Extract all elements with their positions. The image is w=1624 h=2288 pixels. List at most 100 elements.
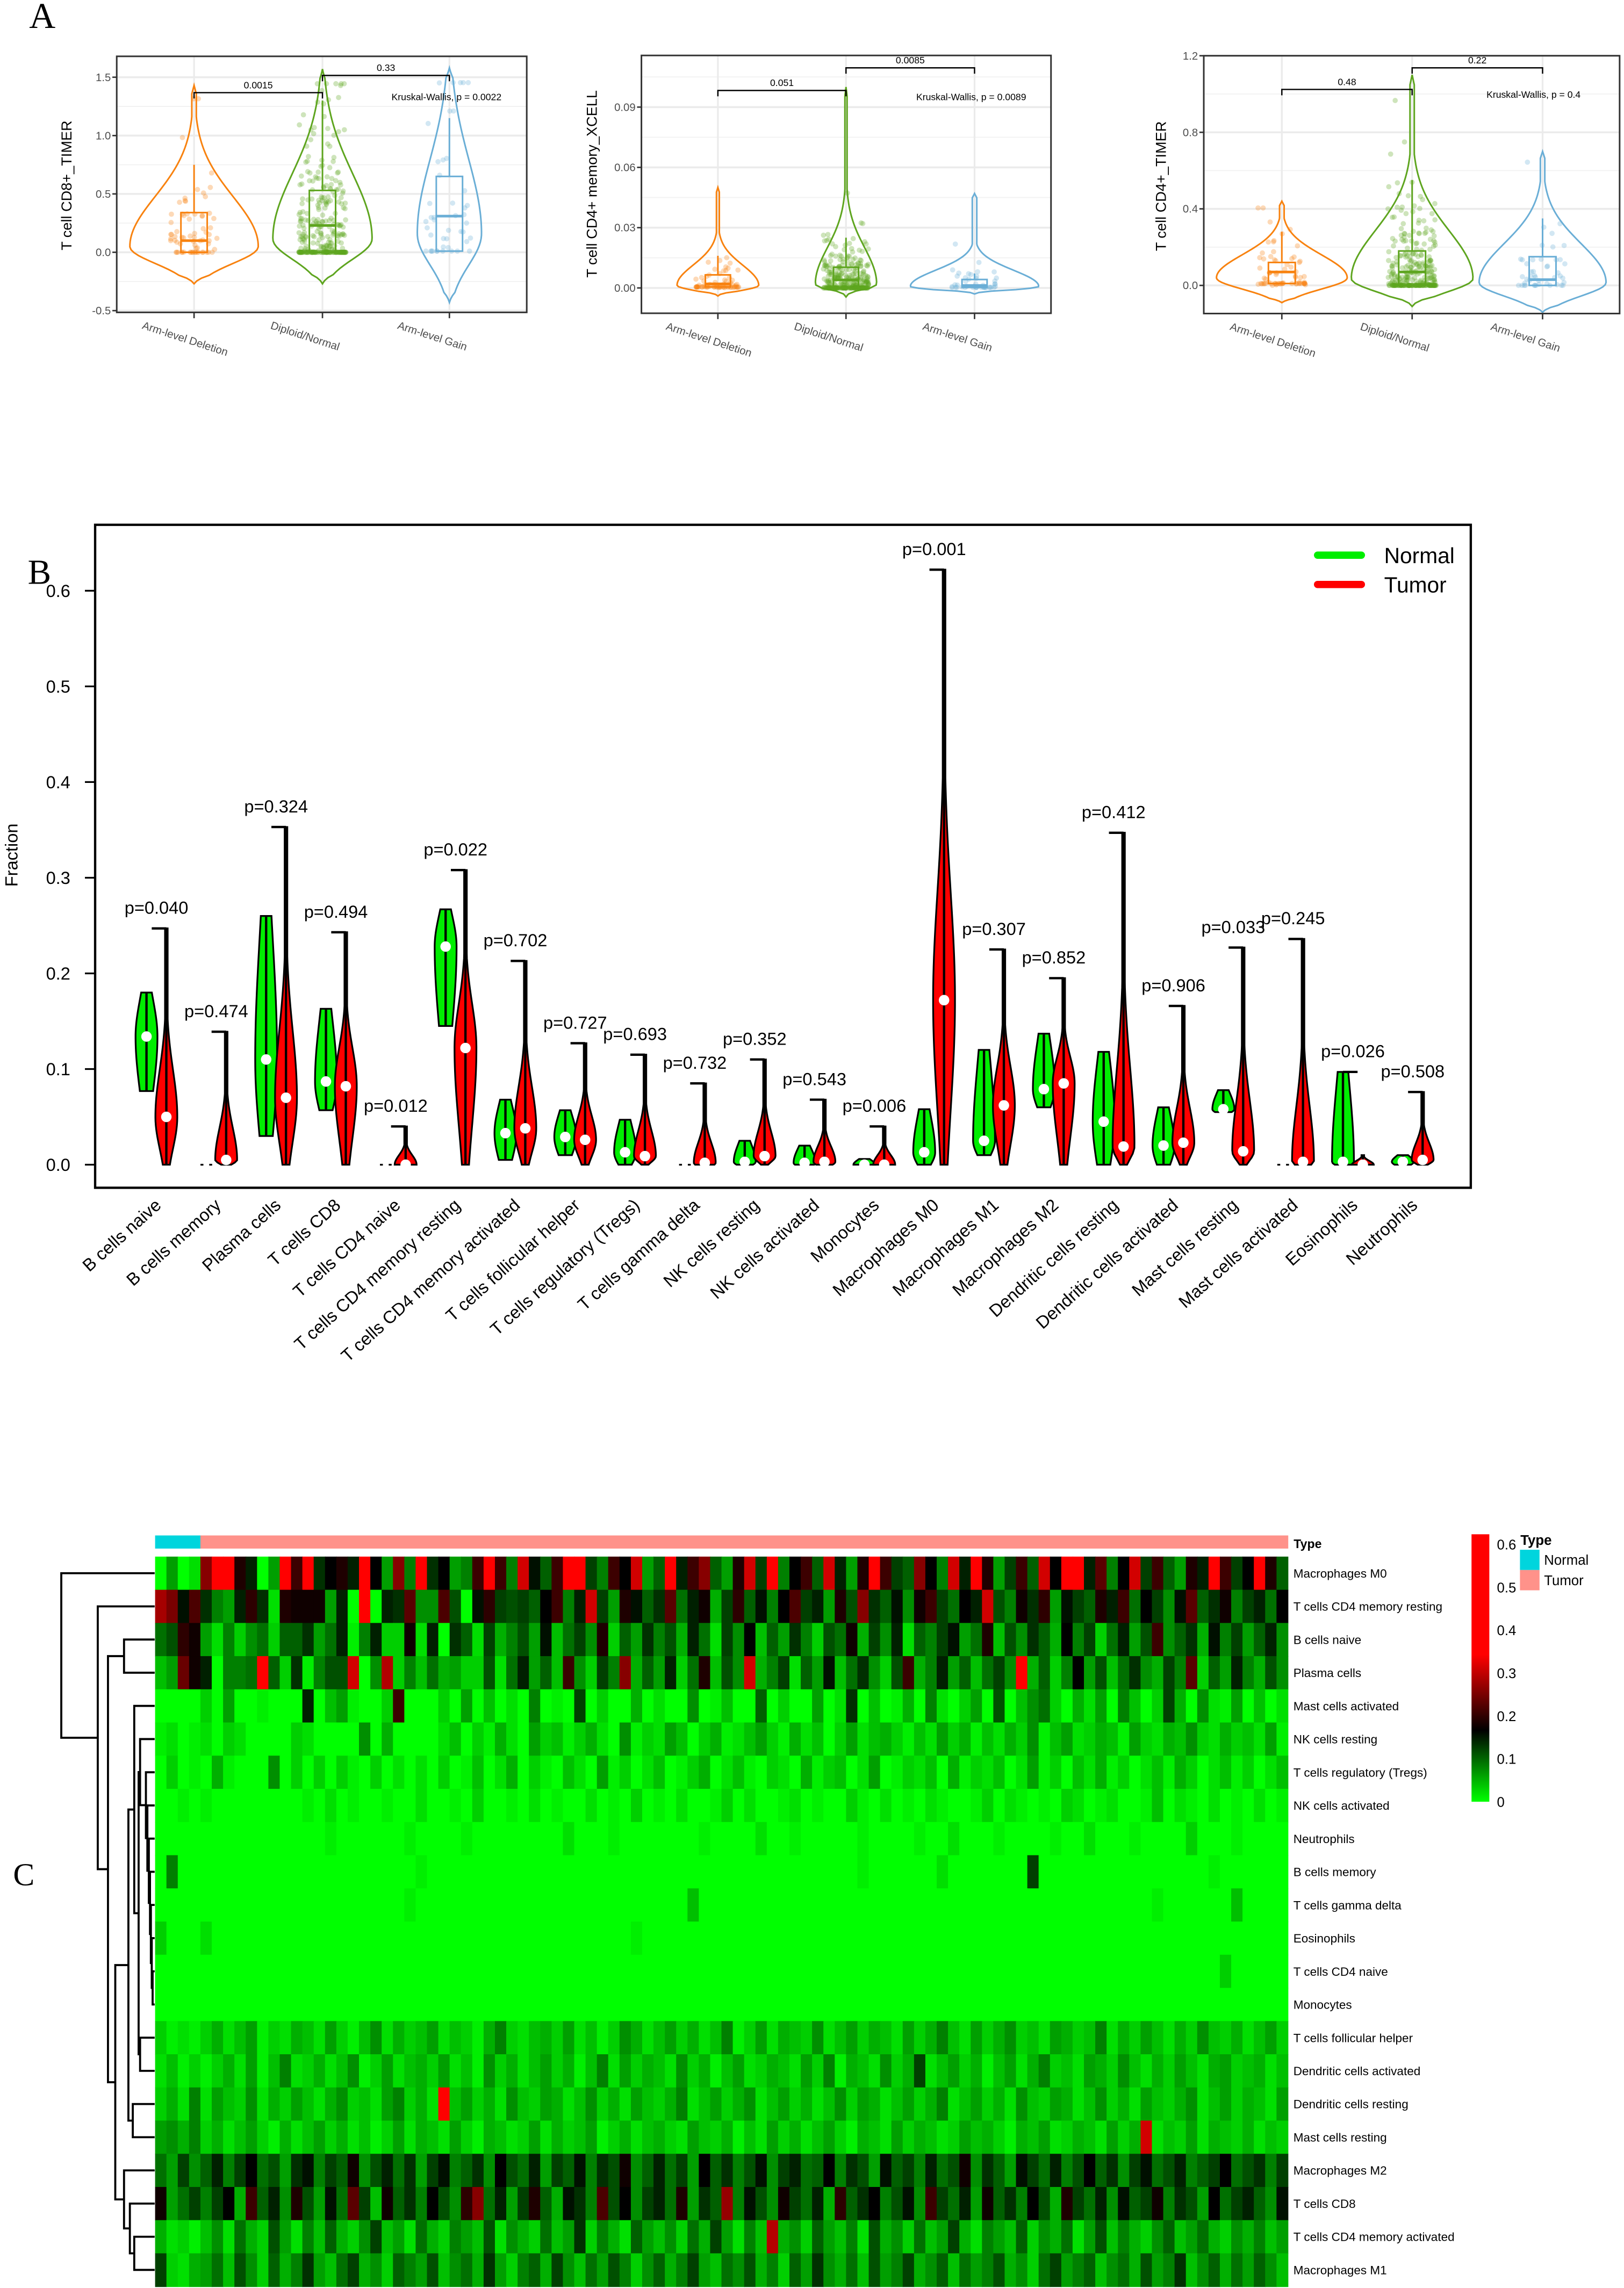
jitter-point [864,285,870,291]
heatmap-cell [1016,2186,1028,2221]
jitter-point [827,262,832,268]
y-tick-label: 0.00 [614,283,636,294]
heatmap-cell [619,1954,631,1989]
jitter-point [849,261,854,267]
jitter-point [169,211,174,217]
heatmap-cell [1152,1888,1164,1922]
jitter-point [336,249,342,255]
jitter-point [828,277,833,283]
heatmap-cell [506,1689,519,1723]
heatmap-cell [1208,1822,1220,1856]
heatmap-cell [370,1722,383,1757]
jitter-point [1406,275,1412,280]
jitter-point [1432,201,1438,206]
jitter-point [304,143,310,149]
jitter-point [865,280,871,286]
comparison-p-value: 0.0015 [244,80,273,90]
heatmap-cell [630,1755,643,1790]
heatmap-cell [223,1689,235,1723]
heatmap-cell [665,1623,677,1657]
jitter-point [1385,206,1391,212]
heatmap-cell [857,1755,870,1790]
jitter-point [203,194,209,199]
jitter-point [303,249,308,255]
jitter-point [1405,263,1411,268]
heatmap-cell [880,1954,892,1989]
heatmap-cell [585,1589,598,1624]
jitter-point [299,201,305,206]
heatmap-cell [891,1855,903,1889]
heatmap-cell [449,1922,462,1955]
jitter-point [1413,251,1418,257]
heatmap-cell [279,2186,292,2221]
heatmap-cell [846,1623,858,1657]
heatmap-cell [200,1589,212,1624]
type-annotation-label: Type [1294,1537,1321,1551]
jitter-point [1418,280,1424,286]
heatmap-row-label: Macrophages M0 [1294,1567,1387,1580]
heatmap-cell [472,2186,484,2221]
heatmap-cell [1118,2054,1130,2088]
jitter-point [310,240,316,246]
jitter-point [297,249,303,255]
heatmap-cell [721,2054,734,2088]
jitter-point [435,159,441,164]
jitter-point [175,249,181,255]
jitter-point [441,244,446,250]
heatmap-cell [1265,1656,1277,1690]
heatmap-cell [1050,1988,1062,2022]
heatmap-cell [551,1988,564,2022]
heatmap-cell [665,1722,677,1757]
jitter-point [1432,283,1438,289]
heatmap-cell [234,1656,247,1690]
heatmap-cell [925,1822,937,1856]
p-value-label: p=0.026 [1321,1042,1385,1061]
comparison-p-value: 0.33 [377,62,396,73]
heatmap-cell [971,1789,983,1823]
heatmap-cell [1004,2087,1017,2121]
heatmap-cell [1084,1689,1096,1723]
heatmap-cell [857,2186,870,2221]
heatmap-cell [1185,1988,1198,2022]
heatmap-cell [653,1988,666,2022]
heatmap-cell [291,2154,303,2188]
heatmap-cell [483,1623,495,1657]
heatmap-cell [914,1922,926,1955]
heatmap-cell [608,1789,620,1823]
heatmap-cell [347,2186,360,2221]
violin-tumor-median-dot [340,1081,351,1092]
jitter-point [339,249,344,255]
heatmap-cell [755,1656,767,1690]
heatmap-cell [483,2054,495,2088]
heatmap-cell [1106,1689,1119,1723]
heatmap-cell [1174,1855,1187,1889]
heatmap-cell [393,1988,405,2022]
jitter-point [829,241,835,247]
heatmap-row-label: Neutrophils [1294,1832,1355,1846]
heatmap-cell [687,1722,700,1757]
jitter-point [298,246,304,251]
jitter-point [316,176,322,182]
heatmap-cell [483,2154,495,2188]
heatmap-cell [608,2021,620,2055]
jitter-point [1426,283,1431,289]
p-value-label: p=0.245 [1261,909,1325,928]
jitter-point [856,261,861,267]
jitter-point [206,210,212,216]
heatmap-cell [1276,1855,1289,1889]
heatmap-cell [336,1589,348,1624]
heatmap-cell [914,1689,926,1723]
heatmap-cell [302,1789,314,1823]
heatmap-cell [755,2253,767,2287]
heatmap-cell [279,1556,292,1591]
heatmap-cell [1027,1623,1039,1657]
heatmap-cell [744,2120,756,2155]
heatmap-cell [1016,1556,1028,1591]
heatmap-cell [1174,2087,1187,2121]
heatmap-cell [234,2021,247,2055]
heatmap-cell [427,1954,439,1989]
heatmap-cell [177,2054,190,2088]
heatmap-cell [1129,1855,1141,1889]
jitter-point [1390,283,1396,289]
heatmap-cell [551,1722,564,1757]
